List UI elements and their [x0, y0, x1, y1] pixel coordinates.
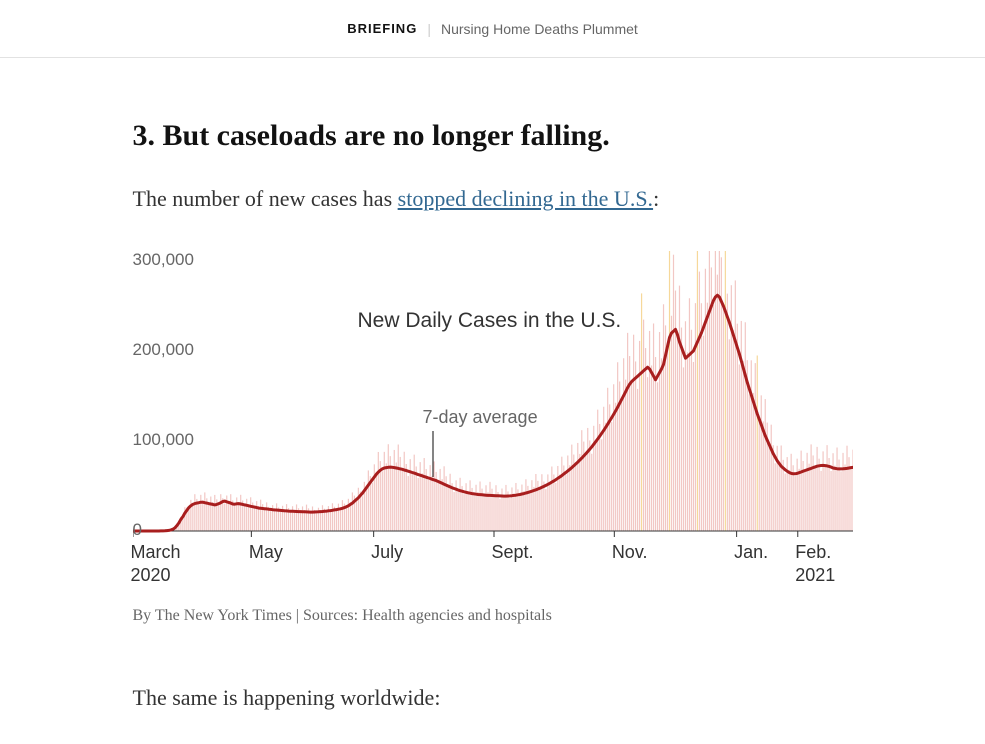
intro-suffix: :	[653, 186, 659, 211]
y-axis-label: 300,000	[133, 250, 194, 270]
intro-prefix: The number of new cases has	[133, 186, 398, 211]
cases-chart: 0 100,000 200,000 300,000 March2020 May July Se…	[133, 251, 853, 591]
x-axis-label: Feb.2021	[795, 541, 835, 586]
follow-paragraph: The same is happening worldwide:	[133, 685, 853, 711]
x-axis-label: Sept.	[491, 541, 533, 564]
section-heading: 3. But caseloads are no longer falling.	[133, 118, 853, 154]
x-axis-label: Jan.	[734, 541, 768, 564]
intro-link[interactable]: stopped declining in the U.S.	[398, 186, 653, 211]
x-axis-label: May	[249, 541, 283, 564]
x-axis-label: Nov.	[612, 541, 648, 564]
y-axis-label: 0	[133, 520, 142, 540]
briefing-label: BRIEFING	[347, 21, 417, 36]
x-axis-label: March2020	[131, 541, 181, 586]
chart-title: New Daily Cases in the U.S.	[358, 309, 622, 333]
header-title: Nursing Home Deaths Plummet	[441, 21, 638, 37]
header-bar: BRIEFING | Nursing Home Deaths Plummet	[0, 0, 985, 58]
intro-paragraph: The number of new cases has stopped decl…	[133, 182, 853, 215]
header-divider: |	[427, 21, 431, 37]
chart-source: By The New York Times | Sources: Health …	[133, 607, 853, 625]
x-axis-label: July	[371, 541, 403, 564]
article-content: 3. But caseloads are no longer falling. …	[133, 58, 853, 711]
y-axis-label: 200,000	[133, 340, 194, 360]
y-axis-label: 100,000	[133, 430, 194, 450]
annotation-label: 7-day average	[423, 407, 538, 428]
